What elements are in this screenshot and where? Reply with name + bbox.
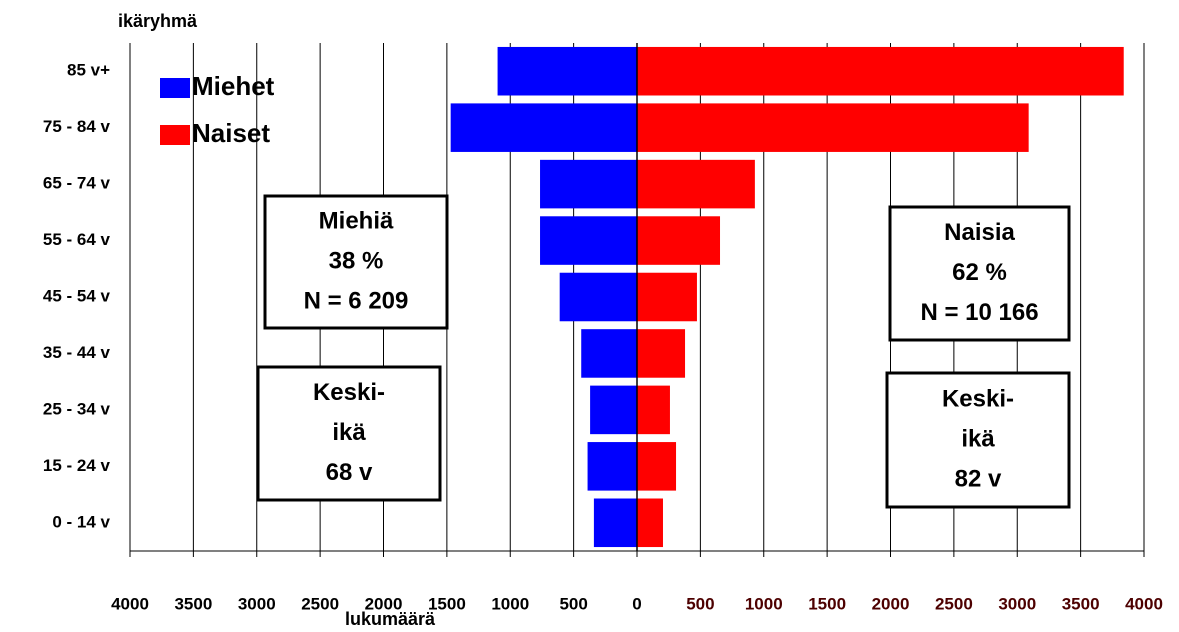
x-tick-label: 2500 (935, 594, 973, 613)
y-axis-label: ikäryhmä (118, 11, 198, 31)
bar (587, 442, 637, 491)
x-tick-label: 3000 (238, 594, 276, 613)
x-tick-label: 2000 (872, 594, 910, 613)
bar (540, 159, 637, 209)
x-tick-label: 500 (559, 594, 587, 613)
annotation-box (256, 365, 442, 502)
y-tick-label: 15 - 24 v (43, 456, 111, 475)
y-tick-label: 35 - 44 v (43, 343, 111, 362)
x-tick-label: 3500 (174, 594, 212, 613)
y-tick-label: 55 - 64 v (43, 230, 111, 249)
legend-swatch (160, 125, 190, 145)
bar (637, 159, 755, 209)
bar (450, 103, 637, 152)
legend-swatch (160, 78, 190, 98)
x-tick-label: 3000 (998, 594, 1036, 613)
x-tick-label: 4000 (111, 594, 149, 613)
bar (540, 216, 637, 265)
bar (637, 103, 1029, 152)
y-tick-label: 45 - 54 v (43, 286, 111, 305)
y-tick-label: 25 - 34 v (43, 399, 111, 418)
y-tick-label: 85 v+ (67, 61, 110, 80)
bar (637, 442, 677, 491)
bar (581, 329, 637, 378)
annotation-text: Naisia (944, 219, 1015, 246)
x-tick-label: 1500 (808, 594, 846, 613)
y-tick-label: 75 - 84 v (43, 117, 111, 136)
legend-label: Naiset (192, 118, 270, 148)
legend-label: Miehet (192, 71, 275, 101)
x-tick-label: 2500 (301, 594, 339, 613)
annotation-text: ikä (332, 419, 366, 446)
annotation-box (263, 194, 449, 330)
annotation-text: N = 6 209 (304, 287, 409, 314)
annotation-box (888, 205, 1071, 342)
bar (637, 498, 663, 548)
bar (637, 46, 1124, 96)
annotation-box (885, 371, 1071, 509)
annotation-text: 38 % (329, 247, 384, 274)
bar (637, 216, 721, 265)
bar (637, 272, 697, 322)
x-tick-label: 1500 (428, 594, 466, 613)
annotation-text: Keski- (313, 379, 385, 406)
annotation-text: 82 v (955, 465, 1002, 492)
x-tick-label: 2000 (365, 594, 403, 613)
annotation-text: Miehiä (319, 207, 394, 234)
bar (637, 329, 686, 378)
bar (593, 498, 637, 548)
annotation-text: N = 10 166 (920, 299, 1038, 326)
bar (637, 385, 670, 435)
bar (559, 272, 637, 322)
x-tick-label: 0 (632, 594, 641, 613)
x-tick-label: 1000 (745, 594, 783, 613)
x-axis-label: lukumäärä (345, 609, 436, 629)
bar (497, 46, 637, 96)
annotation-text: ikä (961, 425, 995, 452)
x-tick-label: 1000 (491, 594, 529, 613)
x-tick-label: 4000 (1125, 594, 1163, 613)
x-tick-label: 500 (686, 594, 714, 613)
y-tick-label: 65 - 74 v (43, 174, 111, 193)
y-tick-label: 0 - 14 v (52, 512, 110, 531)
x-tick-label: 3500 (1062, 594, 1100, 613)
annotation-text: 62 % (952, 259, 1007, 286)
bar (590, 385, 637, 435)
annotation-text: Keski- (942, 385, 1014, 412)
annotation-text: 68 v (326, 459, 373, 486)
